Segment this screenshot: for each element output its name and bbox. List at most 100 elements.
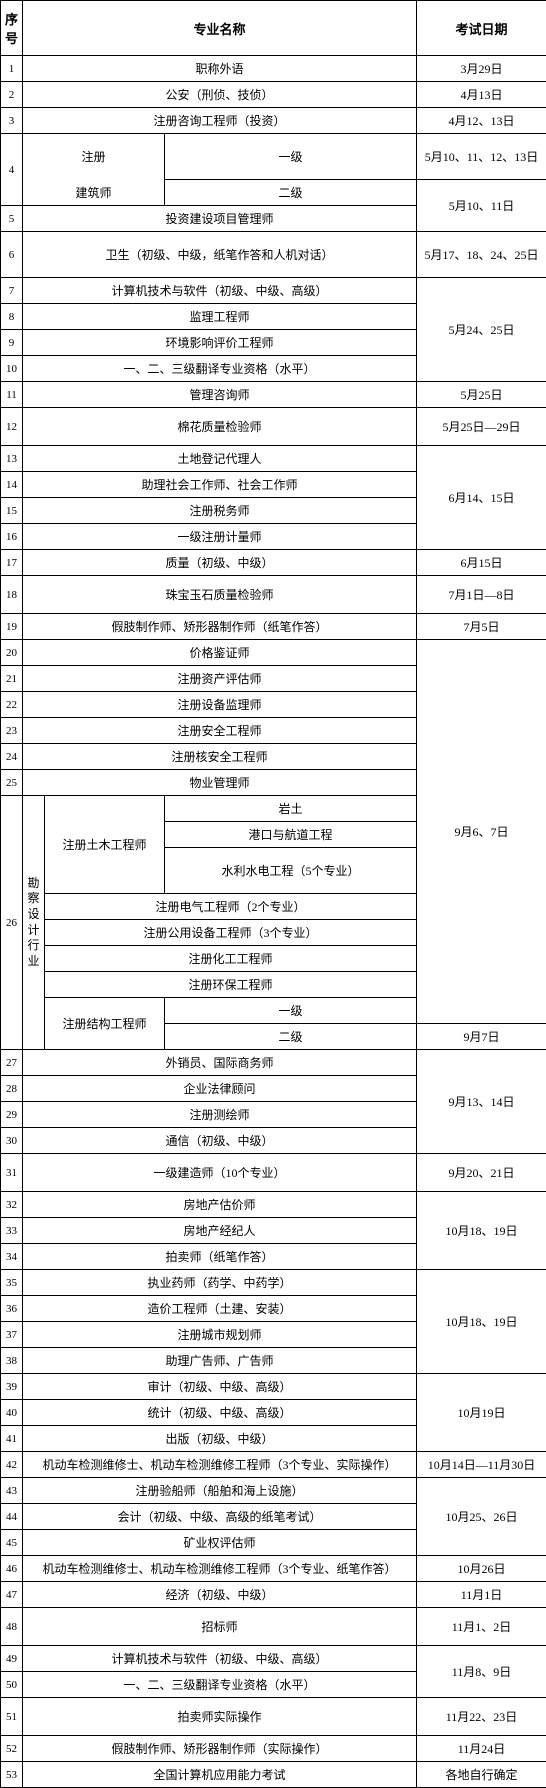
name-32: 房地产估价师 (23, 1192, 417, 1218)
seq-17: 17 (1, 550, 23, 576)
name-1: 职称外语 (23, 56, 417, 82)
date-48: 11月1、2日 (417, 1608, 546, 1646)
name-19: 假肢制作师、矫形器制作师（纸笔作答） (23, 614, 417, 640)
name-38: 助理广告师、广告师 (23, 1348, 417, 1374)
date-17: 6月15日 (417, 550, 546, 576)
name-9: 环境影响评价工程师 (23, 330, 417, 356)
seq-36: 36 (1, 1296, 23, 1322)
date-2: 4月13日 (417, 82, 546, 108)
name-45: 矿业权评估师 (23, 1530, 417, 1556)
name-26-e1: 注册电气工程师（2个专业） (45, 894, 417, 920)
name-8: 监理工程师 (23, 304, 417, 330)
seq-33: 33 (1, 1218, 23, 1244)
date-4a: 5月10、11、12、13日 (417, 134, 546, 180)
seq-11: 11 (1, 382, 23, 408)
name-26-vert: 勘 察 设 计 行 业 (23, 796, 45, 1050)
seq-4: 4 (1, 134, 23, 206)
seq-21: 21 (1, 666, 23, 692)
name-15: 注册税务师 (23, 498, 417, 524)
seq-14: 14 (1, 472, 23, 498)
seq-41: 41 (1, 1426, 23, 1452)
seq-39: 39 (1, 1374, 23, 1400)
seq-50: 50 (1, 1672, 23, 1698)
seq-44: 44 (1, 1504, 23, 1530)
name-26-civ: 注册土木工程师 (45, 796, 165, 894)
name-26-s1: 一级 (165, 998, 417, 1024)
name-4a: 注册 (23, 134, 165, 180)
name-24: 注册核安全工程师 (23, 744, 417, 770)
date-26b: 9月7日 (417, 1024, 546, 1050)
seq-22: 22 (1, 692, 23, 718)
seq-52: 52 (1, 1736, 23, 1762)
name-46: 机动车检测维修士、机动车检测维修工程师（3个专业、纸笔作答） (23, 1556, 417, 1582)
name-39: 审计（初级、中级、高级） (23, 1374, 417, 1400)
seq-53: 53 (1, 1762, 23, 1788)
date-5: 5月10、11日 (417, 180, 546, 232)
name-10: 一、二、三级翻译专业资格（水平） (23, 356, 417, 382)
name-2: 公安（刑侦、技侦） (23, 82, 417, 108)
header-name: 专业名称 (23, 1, 417, 56)
seq-7: 7 (1, 278, 23, 304)
name-35: 执业药师（药学、中药学） (23, 1270, 417, 1296)
name-16: 一级注册计量师 (23, 524, 417, 550)
date-19: 7月5日 (417, 614, 546, 640)
name-26-e3: 注册化工工程师 (45, 946, 417, 972)
seq-51: 51 (1, 1698, 23, 1736)
date-3: 4月12、13日 (417, 108, 546, 134)
name-36: 造价工程师（土建、安装） (23, 1296, 417, 1322)
date-27-30: 9月13、14日 (417, 1050, 546, 1154)
name-49: 计算机技术与软件（初级、中级、高级） (23, 1646, 417, 1672)
seq-47: 47 (1, 1582, 23, 1608)
name-26-e4: 注册环保工程师 (45, 972, 417, 998)
seq-49: 49 (1, 1646, 23, 1672)
seq-18: 18 (1, 576, 23, 614)
name-26-c1: 岩土 (165, 796, 417, 822)
date-47: 11月1日 (417, 1582, 546, 1608)
name-34: 拍卖师（纸笔作答） (23, 1244, 417, 1270)
name-37: 注册城市规划师 (23, 1322, 417, 1348)
date-12: 5月25日—29日 (417, 408, 546, 446)
seq-10: 10 (1, 356, 23, 382)
seq-29: 29 (1, 1102, 23, 1128)
name-4-level1: 一级 (165, 134, 417, 180)
seq-2: 2 (1, 82, 23, 108)
name-42: 机动车检测维修士、机动车检测维修工程师（3个专业、实际操作） (23, 1452, 417, 1478)
seq-1: 1 (1, 56, 23, 82)
seq-26: 26 (1, 796, 23, 1050)
seq-42: 42 (1, 1452, 23, 1478)
seq-43: 43 (1, 1478, 23, 1504)
name-13: 土地登记代理人 (23, 446, 417, 472)
date-6: 5月17、18、24、25日 (417, 232, 546, 278)
seq-31: 31 (1, 1154, 23, 1192)
seq-5: 5 (1, 206, 23, 232)
name-12: 棉花质量检验师 (23, 408, 417, 446)
date-35-38: 10月18、19日 (417, 1270, 546, 1374)
name-51: 拍卖师实际操作 (23, 1698, 417, 1736)
seq-12: 12 (1, 408, 23, 446)
header-date: 考试日期 (417, 1, 546, 56)
date-42: 10月14日—11月30日 (417, 1452, 546, 1478)
date-18: 7月1日—8日 (417, 576, 546, 614)
date-46: 10月26日 (417, 1556, 546, 1582)
date-51: 11月22、23日 (417, 1698, 546, 1736)
name-53: 全国计算机应用能力考试 (23, 1762, 417, 1788)
name-26-struct: 注册结构工程师 (45, 998, 165, 1050)
name-7: 计算机技术与软件（初级、中级、高级） (23, 278, 417, 304)
name-4-level2: 二级 (165, 180, 417, 206)
name-44: 会计（初级、中级、高级的纸笔考试） (23, 1504, 417, 1530)
name-25: 物业管理师 (23, 770, 417, 796)
seq-13: 13 (1, 446, 23, 472)
name-31: 一级建造师（10个专业） (23, 1154, 417, 1192)
seq-30: 30 (1, 1128, 23, 1154)
date-13-16: 6月14、15日 (417, 446, 546, 550)
seq-3: 3 (1, 108, 23, 134)
name-21: 注册资产评估师 (23, 666, 417, 692)
date-49-50: 11月8、9日 (417, 1646, 546, 1698)
name-33: 房地产经纪人 (23, 1218, 417, 1244)
name-22: 注册设备监理师 (23, 692, 417, 718)
seq-9: 9 (1, 330, 23, 356)
name-3: 注册咨询工程师（投资） (23, 108, 417, 134)
name-26-c2: 港口与航道工程 (165, 822, 417, 848)
name-4b: 建筑师 (23, 180, 165, 206)
seq-32: 32 (1, 1192, 23, 1218)
